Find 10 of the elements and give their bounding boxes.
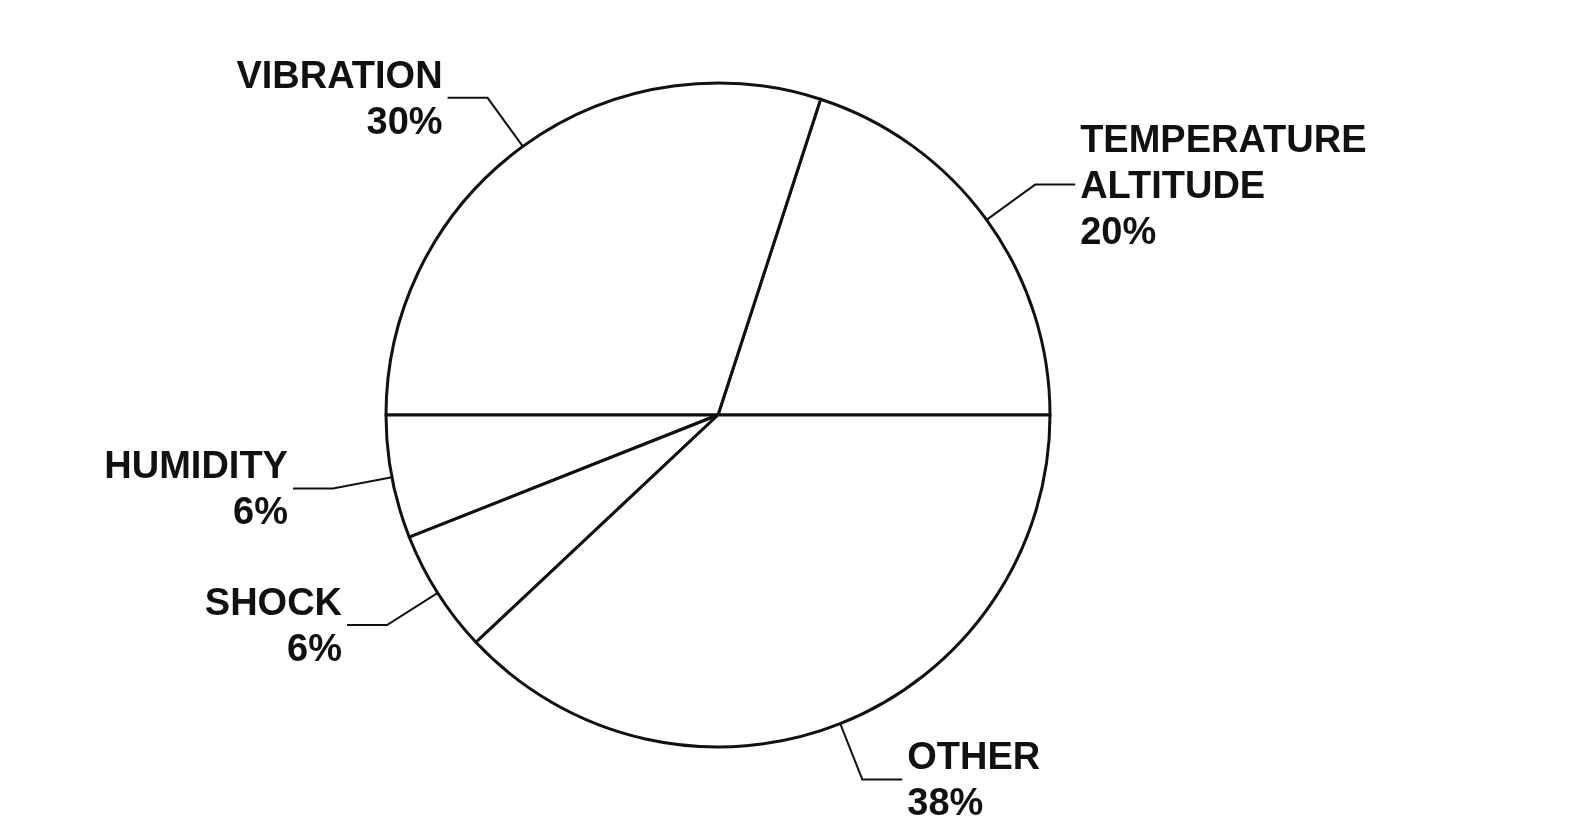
data-label: 38%: [907, 781, 984, 824]
slice-label: OTHER: [907, 735, 1041, 778]
data-label: 20%: [1080, 209, 1157, 252]
data-label: 6%: [287, 627, 343, 670]
data-label: 30%: [366, 99, 443, 142]
slice-label: SHOCK: [204, 581, 343, 624]
slice-label: VIBRATION: [236, 53, 443, 96]
slice-label: HUMIDITY: [104, 444, 288, 487]
slice-label: TEMPERATURE ALTITUDE: [1080, 117, 1378, 206]
data-label: 6%: [233, 490, 288, 533]
